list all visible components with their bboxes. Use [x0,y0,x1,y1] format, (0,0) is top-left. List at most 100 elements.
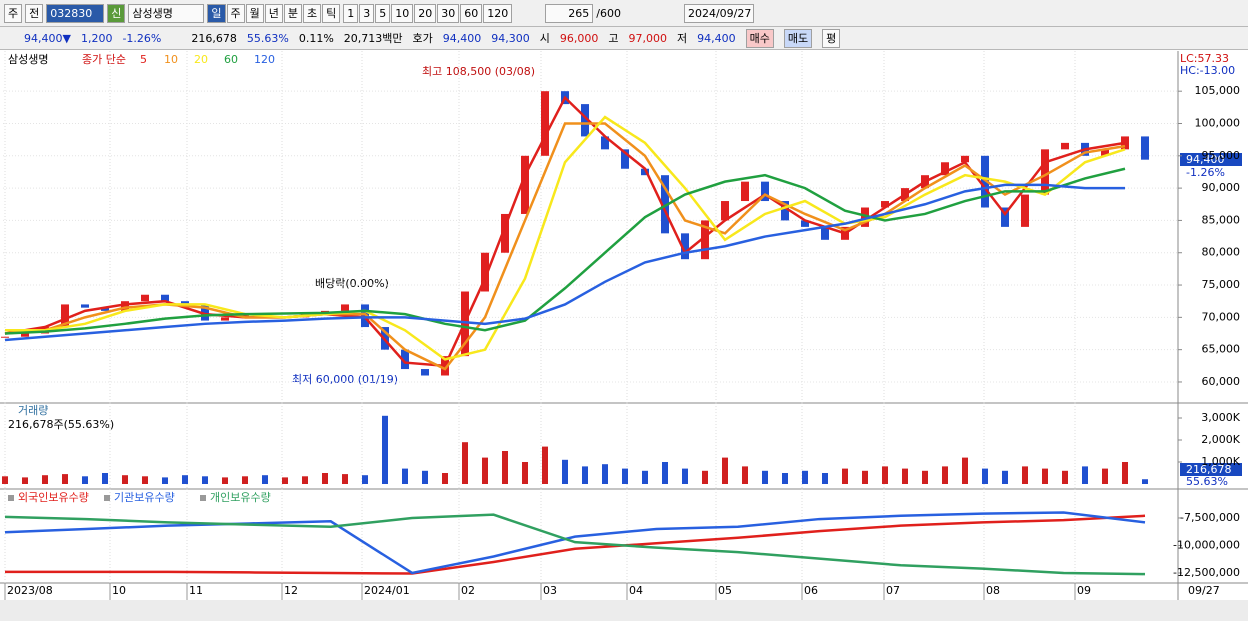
sell-button[interactable]: 매도 [783,28,813,48]
volume-bar [182,475,188,484]
x-tick-label: 04 [629,584,643,597]
candle [681,233,689,260]
x-tick-label: 10 [112,584,126,597]
counts: 1 3 5 10 20 30 60 120 [343,3,513,23]
volume-bar [82,476,88,484]
toolbar-button[interactable]: 일 [207,3,226,23]
legend-entry: 60 [224,53,238,66]
candle [1141,136,1149,160]
volume-bar [382,415,388,484]
rate: -1.26% [122,31,162,45]
legend-swatch [104,495,110,501]
volume-bar [402,468,408,484]
volume-bar [442,472,448,484]
y-tick-label: 95,000 [1202,149,1241,162]
date[interactable]: 2024/09/27 [683,3,754,23]
high-label: 고 [608,32,619,45]
x-tick-label: 2023/08 [7,584,53,597]
y-tick-label: -12,500,000 [1173,566,1240,579]
candle [641,168,649,176]
candle [581,104,589,137]
mode[interactable]: 전 [25,3,44,23]
toolbar-button[interactable]: 1 [343,3,359,23]
toolbar-button[interactable]: 초 [303,3,322,23]
volume-bar [102,472,108,484]
toolbar-button[interactable]: 년 [264,3,283,23]
y-tick-label: 1,000K [1201,455,1240,468]
volume-bar [282,477,288,484]
volume-bar [682,468,688,484]
holding-line [4,513,1146,576]
candle [21,333,29,337]
candle [721,201,729,221]
y-tick-label: 80,000 [1202,246,1241,259]
candle [61,304,69,328]
candle [661,175,669,234]
volume-bar [902,468,908,484]
volume-bar [562,459,568,484]
candle [801,220,809,227]
volume-bar [1122,461,1128,484]
y-tick-label: 75,000 [1202,278,1241,291]
market[interactable]: 주 [4,3,23,23]
toolbar-button[interactable]: 3 [359,3,375,23]
avg-button[interactable]: 평 [822,28,841,48]
candle [961,155,969,163]
volume-bar [202,476,208,484]
holding-line [5,514,1146,575]
y-tick-label: 70,000 [1202,310,1241,323]
candle [861,207,869,227]
high: 97,000 [628,31,668,45]
volume-bar [622,468,628,484]
toolbar-button[interactable]: 분 [283,3,302,23]
legend-swatch [8,495,14,501]
candle [401,349,409,370]
shown[interactable]: 265 [545,3,594,23]
volume-bar [642,470,648,484]
x-tick-label: 06 [804,584,818,597]
y-tick-label: 105,000 [1195,84,1241,97]
volume-bar [522,461,528,484]
ask: 94,400 [442,31,482,45]
x-tick-label: 07 [886,584,900,597]
volume-bar [242,476,248,484]
candle [201,304,209,321]
x-tick-label: 11 [189,584,203,597]
toolbar-button[interactable]: 월 [245,3,264,23]
candle [1,336,9,338]
end-date: 09/27 [1188,584,1220,597]
toolbar-button[interactable]: 20 [414,3,437,23]
legend-entry: 10 [164,53,178,66]
toolbar-button[interactable]: 60 [460,3,483,23]
max: /600 [596,6,621,20]
volume-bar [222,477,228,484]
volume-title: 거래량 [18,404,48,417]
candle [1001,207,1009,227]
stock-name[interactable]: 삼성생명 [128,3,205,23]
volume-bar [542,446,548,484]
buy-button[interactable]: 매수 [745,28,774,48]
volume-sub: 216,678주(55.63%) [8,418,114,431]
y-tick-label: 100,000 [1195,116,1241,129]
toolbar-button[interactable]: 10 [391,3,414,23]
volume-bar [1142,479,1148,484]
toolbar-button[interactable]: 틱 [322,3,341,23]
toolbar-button[interactable]: 5 [375,3,391,23]
volume-bar [42,475,48,484]
volume-bar [2,476,8,484]
candle [161,294,169,302]
toolbar-button[interactable]: 주 [226,3,245,23]
candle [1021,194,1029,227]
toolbar-button[interactable]: 30 [437,3,460,23]
volume-last: 216,678 [1186,463,1232,476]
volume-bar [962,457,968,484]
volume-bar [662,461,668,484]
scrollbar[interactable] [0,600,1248,621]
toolbar-button[interactable]: 120 [483,3,513,23]
volume-bar [1062,470,1068,484]
candle [701,220,709,260]
code[interactable]: 032830 [46,3,105,23]
lc: LC:57.33 [1180,52,1229,65]
y-tick-label: 65,000 [1202,343,1241,356]
